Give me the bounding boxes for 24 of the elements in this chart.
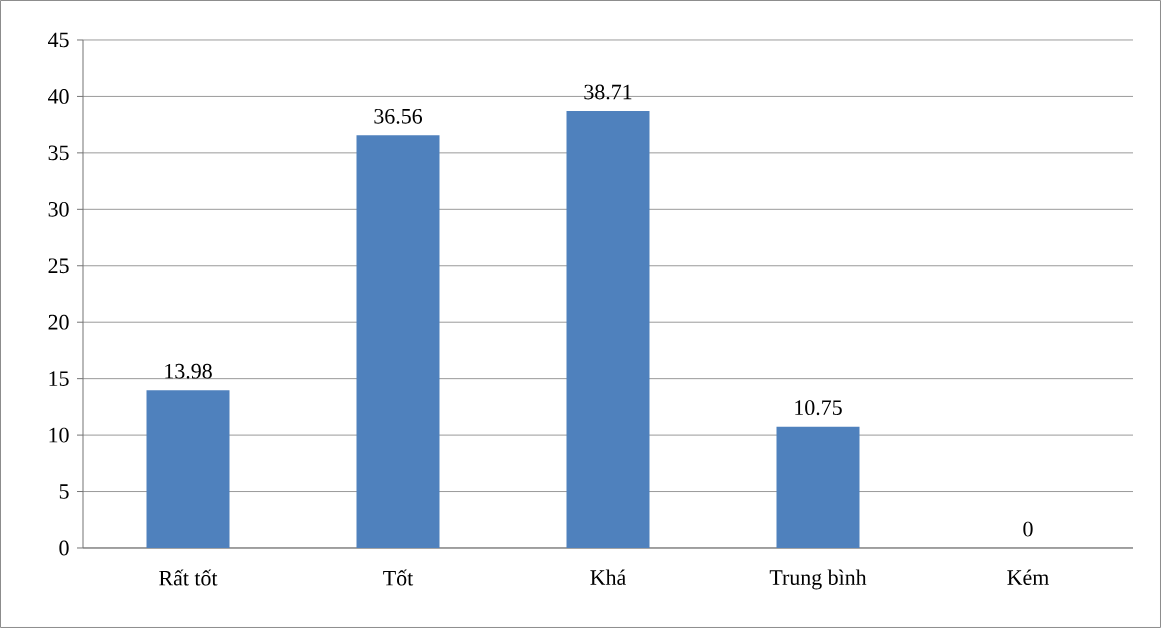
y-tick-label: 35	[48, 145, 69, 161]
x-tick-label: Rất tốt	[159, 569, 218, 586]
y-tick-label: 20	[48, 314, 69, 330]
y-tick-label: 25	[48, 258, 69, 274]
x-tick-label: Tốt	[383, 569, 414, 586]
y-tick-label: 5	[59, 484, 69, 499]
bar	[146, 390, 230, 548]
data-label: 10.75	[795, 400, 842, 416]
data-label: 36.56	[374, 108, 423, 124]
y-tick-label: 40	[48, 89, 69, 104]
x-tick-label: Khá	[590, 569, 626, 585]
y-tick-label: 0	[59, 540, 69, 556]
y-tick-label: 45	[48, 32, 69, 48]
data-label: 38.71	[584, 84, 632, 100]
data-label: 0	[1023, 521, 1033, 537]
x-tick-label: Kém	[1007, 569, 1049, 585]
y-tick-label: 15	[49, 371, 69, 386]
bar	[776, 426, 860, 548]
y-tick-label: 30	[48, 201, 69, 217]
x-tick-label: Trung bình	[769, 569, 867, 590]
bar	[566, 110, 650, 548]
data-label: 13.98	[165, 363, 212, 379]
bar	[356, 135, 440, 548]
y-tick-label: 10	[49, 427, 69, 443]
